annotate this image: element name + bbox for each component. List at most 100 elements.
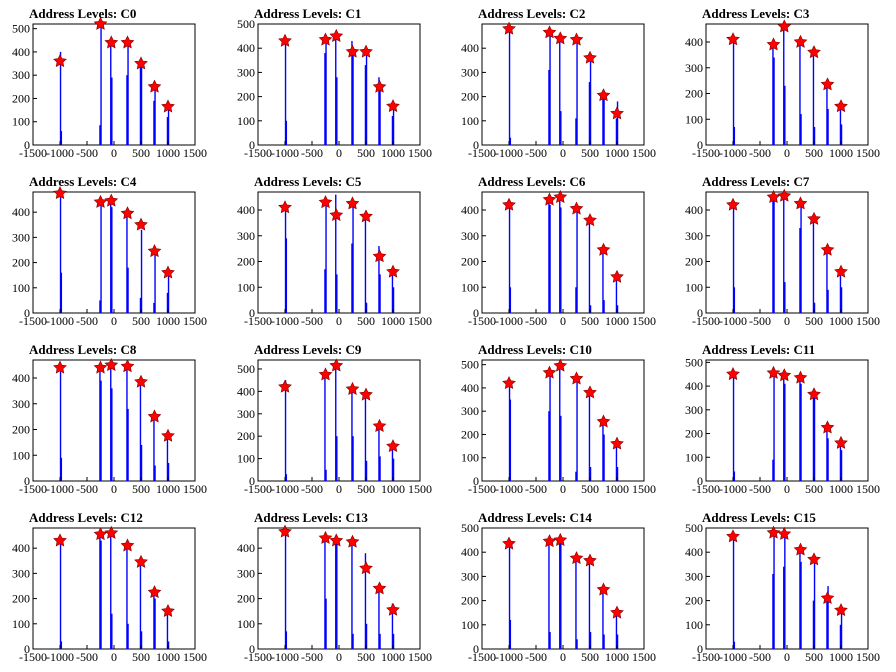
peak-marker (807, 45, 821, 59)
peak-marker (793, 34, 808, 48)
x-tick-label: 0 (111, 650, 117, 664)
x-tick-label: 1500 (183, 482, 207, 496)
x-tick-label: -1000 (46, 482, 74, 496)
y-tick-label: 100 (461, 280, 479, 294)
peak-marker (726, 367, 740, 381)
y-tick-label: 400 (461, 381, 479, 395)
y-tick-label: 300 (685, 403, 703, 417)
x-tick-label: 1000 (156, 650, 180, 664)
peak-marker (820, 242, 835, 256)
peak-marker (502, 376, 516, 390)
x-tick-label: 500 (581, 650, 599, 664)
peak-marker (596, 582, 611, 596)
peak-marker (329, 533, 344, 547)
subplot-title: Address Levels: C13 (254, 510, 368, 525)
subplot-title: Address Levels: C7 (702, 174, 810, 189)
y-tick-label: 400 (461, 203, 479, 217)
x-tick-label: -500 (749, 650, 771, 664)
peak-marker (766, 525, 781, 539)
peak-marker (93, 360, 108, 374)
subplot-13: Address Levels: C13 0 100 200 300 400 -1500 -10… (237, 510, 432, 664)
subplot-title: Address Levels: C12 (29, 510, 143, 525)
y-tick-label: 400 (685, 203, 703, 217)
x-tick-label: 0 (784, 314, 790, 328)
peak-marker (766, 189, 781, 203)
x-tick-label: 1000 (381, 146, 405, 160)
x-tick-label: 500 (581, 482, 599, 496)
y-tick-label: 300 (237, 407, 255, 421)
peak-marker (147, 244, 162, 258)
peak-marker (386, 99, 400, 113)
y-tick-label: 200 (12, 256, 30, 270)
x-tick-label: -500 (301, 314, 323, 328)
y-tick-label: 0 (249, 306, 255, 320)
x-tick-label: 1000 (381, 482, 405, 496)
x-tick-label: 1000 (381, 314, 405, 328)
y-tick-label: 300 (685, 229, 703, 243)
peak-marker (53, 360, 67, 374)
plot-frame (705, 191, 869, 314)
x-tick-label: 500 (805, 482, 823, 496)
peak-marker (553, 358, 568, 372)
y-tick-label: 0 (249, 642, 255, 656)
peak-marker (834, 99, 848, 113)
peak-marker (820, 420, 835, 434)
subplot-title: Address Levels: C2 (478, 6, 585, 21)
x-tick-label: 1500 (632, 650, 656, 664)
y-tick-label: 500 (12, 22, 30, 36)
x-tick-label: 0 (111, 314, 117, 328)
x-tick-label: -1500 (468, 650, 496, 664)
subplot-8: Address Levels: C8 0 100 200 300 400 -1500 -100… (12, 342, 207, 496)
y-tick-label: 0 (249, 138, 255, 152)
plot-frame (32, 527, 196, 650)
subplot-7: Address Levels: C7 0 100 200 300 400 -1500 -100… (685, 174, 880, 328)
subplot-title: Address Levels: C10 (478, 342, 592, 357)
y-tick-label: 200 (12, 423, 30, 437)
x-tick-label: -1000 (271, 482, 299, 496)
peak-marker (726, 197, 740, 211)
y-tick-label: 400 (237, 203, 255, 217)
subplot-title: Address Levels: C15 (702, 510, 816, 525)
x-tick-label: 500 (132, 482, 150, 496)
subplot-title: Address Levels: C14 (478, 510, 592, 525)
subplot-title: Address Levels: C0 (29, 6, 136, 21)
peak-marker (820, 591, 835, 604)
x-tick-label: -1500 (244, 650, 272, 664)
subplot-2: Address Levels: C2 0 100 200 300 400 -1500 -100… (461, 6, 656, 160)
subplot-11: Address Levels: C11 0 100 200 300 400 500 -1500… (685, 342, 880, 496)
y-tick-label: 200 (237, 255, 255, 269)
peak-marker (834, 603, 848, 617)
peak-marker (569, 371, 584, 385)
x-tick-label: -500 (525, 314, 547, 328)
subplot-title: Address Levels: C4 (29, 174, 137, 189)
x-tick-label: -1000 (719, 314, 747, 328)
x-tick-label: -1000 (46, 314, 74, 328)
plot-frame (481, 191, 645, 314)
x-tick-label: -500 (76, 314, 98, 328)
x-tick-label: -1500 (19, 314, 47, 328)
y-tick-label: 500 (461, 358, 479, 372)
peak-marker (318, 530, 333, 544)
peak-marker (53, 54, 67, 68)
peak-marker (278, 33, 292, 47)
x-tick-label: 500 (132, 314, 150, 328)
x-tick-label: -1000 (46, 650, 74, 664)
subplot-title: Address Levels: C3 (702, 6, 810, 21)
x-tick-label: -500 (749, 482, 771, 496)
x-tick-label: 1000 (605, 650, 629, 664)
x-tick-label: 1000 (829, 482, 853, 496)
peak-marker (278, 524, 292, 538)
x-tick-label: 0 (560, 314, 566, 328)
x-tick-label: -1000 (46, 146, 74, 160)
peak-marker (569, 32, 584, 46)
peak-marker (161, 604, 175, 617)
subplot-5: Address Levels: C5 0 100 200 300 400 -1500 -100… (237, 174, 432, 328)
y-tick-label: 300 (12, 397, 30, 411)
y-tick-label: 0 (249, 474, 255, 488)
peak-marker (93, 527, 108, 541)
plot-frame (481, 359, 645, 482)
x-tick-label: -1500 (692, 146, 720, 160)
x-tick-label: 0 (784, 650, 790, 664)
y-tick-label: 200 (237, 429, 255, 443)
